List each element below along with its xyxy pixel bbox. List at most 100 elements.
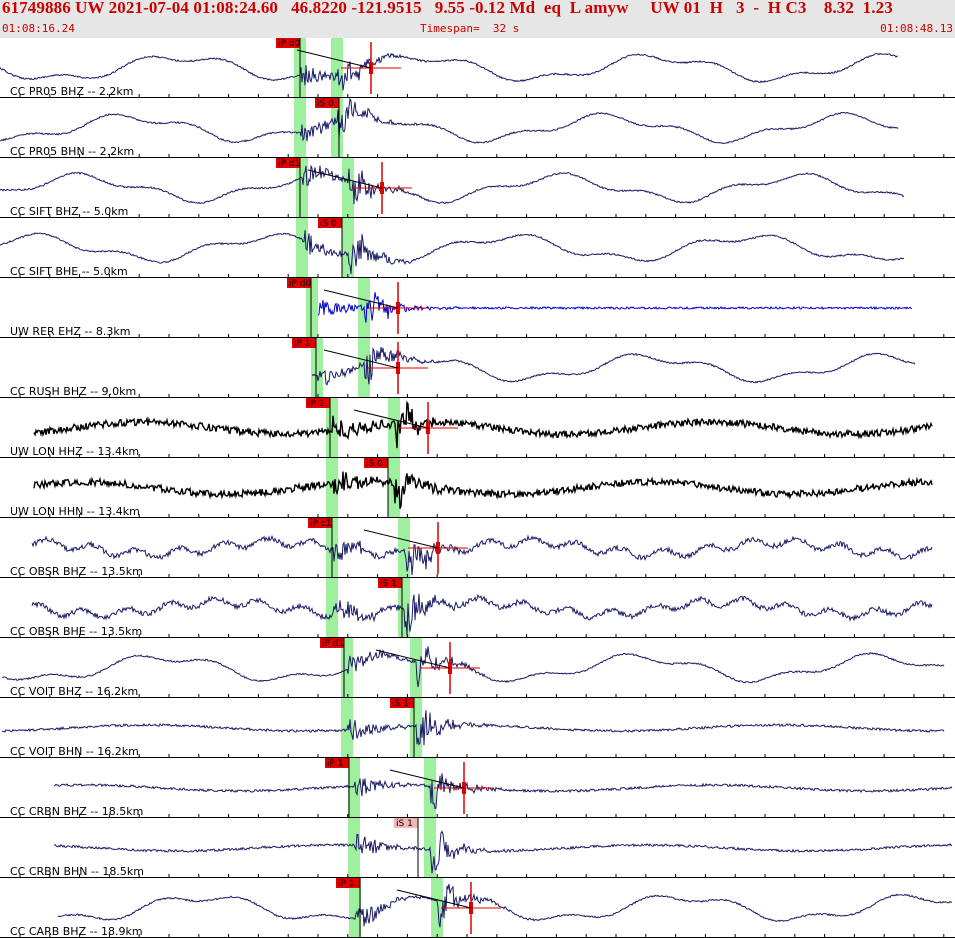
trace-row[interactable]: iS 1 CC OBSR BHE -- 13.5km [0, 578, 955, 638]
pick-flag-label: iS 0 [366, 459, 383, 469]
pick-flag[interactable] [306, 398, 330, 408]
waveform [0, 52, 898, 91]
waveform [1, 710, 945, 746]
waveform [317, 292, 912, 323]
pick-flag-label: iS 0 [320, 219, 337, 229]
pick-flag-label: iS 0 [317, 99, 334, 109]
pick-flag[interactable] [320, 638, 344, 648]
channel-label: UW LON HHZ -- 13.4km [10, 445, 139, 458]
trace-row[interactable]: iP 1 UW LON HHZ -- 13.4km [0, 398, 955, 458]
pick-flag-label: iP d0 [289, 279, 312, 289]
waveform [2, 646, 945, 688]
trace-row[interactable]: iS 0 CC PR05 BHN -- 2.2km [0, 97, 955, 158]
decay-curve [375, 649, 451, 669]
channel-label: CC OBSR BHE -- 13.5km [10, 625, 142, 638]
waveform [31, 534, 933, 576]
decay-curve [353, 409, 429, 429]
time-start-label: 01:08:16.24 [2, 22, 75, 35]
trace-row[interactable]: iS 0 UW LON HHN -- 13.4km [0, 458, 955, 518]
pick-flag-label: iP 1 [294, 339, 311, 349]
pick-flag-label: iP 1 [327, 759, 344, 769]
pick-flag[interactable] [276, 38, 300, 48]
trace-row[interactable]: iP 1 CC CRBN BHZ -- 18.5km [0, 758, 955, 818]
event-summary-title: 61749886 UW 2021-07-04 01:08:24.60 46.82… [2, 0, 893, 17]
trace-row[interactable]: iP d1 CC VOIT BHZ -- 16.2km [0, 638, 955, 698]
channel-label: UW RER EHZ -- 8.3km [10, 325, 130, 338]
channel-label: CC SIFT BHZ -- 5.0km [10, 205, 128, 218]
waveform [0, 97, 899, 145]
p-pick-window [326, 458, 338, 518]
s-pick-window [398, 518, 410, 578]
trace-row[interactable]: iP 1 CC RUSH BHZ -- 9.0km [0, 338, 955, 398]
pick-flag[interactable] [325, 758, 349, 768]
p-pick-window [311, 338, 323, 398]
decay-curve [396, 889, 472, 909]
pick-flag[interactable] [364, 458, 388, 468]
pick-flag[interactable] [378, 578, 402, 588]
waveform [53, 830, 953, 874]
trace-row[interactable]: iS 0 CC SIFT BHE -- 5.0km [0, 218, 955, 278]
trace-row[interactable]: iP d0 CC PR05 BHZ -- 2.2km [0, 38, 955, 98]
pick-flag[interactable] [308, 518, 332, 528]
decay-curve [307, 169, 383, 189]
channel-label: CC VOIT BHN -- 16.2km [10, 745, 139, 758]
s-pick-window [331, 98, 343, 158]
decay-curve [323, 289, 399, 309]
pick-flag[interactable] [276, 158, 300, 168]
pick-flag-label: iP 1 [308, 399, 325, 409]
waveform [0, 164, 905, 205]
trace-row[interactable]: iP 1 CC CARB BHZ -- 18.9km [0, 878, 955, 938]
trace-row[interactable]: iS 1 CC CRBN BHN -- 18.5km [0, 818, 955, 878]
waveform [311, 346, 916, 386]
channel-label: UW LON HHN -- 13.4km [10, 505, 140, 518]
time-end-label: 01:08:48.13 [880, 22, 953, 35]
waveform [57, 883, 953, 928]
trace-row[interactable]: iP c1 CC OBSR BHZ -- 13.5km [0, 518, 955, 578]
pick-flag-label: iP c1 [310, 519, 331, 529]
channel-label: CC CARB BHZ -- 18.9km [10, 925, 143, 938]
channel-label: CC CRBN BHN -- 18.5km [10, 865, 144, 878]
pick-flag[interactable] [315, 98, 339, 108]
pick-flag-label: iP d1 [278, 159, 300, 169]
channel-label: CC OBSR BHZ -- 13.5km [10, 565, 143, 578]
p-pick-window [306, 278, 318, 338]
p-pick-window [326, 578, 338, 638]
p-pick-window [348, 818, 360, 878]
waveform [31, 593, 933, 636]
header-bar: 61749886 UW 2021-07-04 01:08:24.60 46.82… [0, 0, 955, 38]
p-pick-window [349, 878, 361, 938]
waveform [33, 400, 933, 449]
pick-flag-label: iS 1 [392, 699, 409, 709]
waveform [33, 471, 933, 509]
pick-flag-label: iP 1 [338, 879, 355, 889]
decay-curve [363, 529, 439, 549]
decay-curve [323, 349, 399, 369]
pick-flag[interactable] [394, 818, 418, 828]
channel-label: CC RUSH BHZ -- 9.0km [10, 385, 136, 398]
channel-label: CC CRBN BHZ -- 18.5km [10, 805, 143, 818]
trace-row[interactable]: iP d1 CC SIFT BHZ -- 5.0km [0, 158, 955, 218]
pick-flag-label: iS 1 [380, 579, 397, 589]
s-pick-window [342, 158, 354, 218]
channel-label: CC VOIT BHZ -- 16.2km [10, 685, 138, 698]
trace-row[interactable]: iS 1 CC VOIT BHN -- 16.2km [0, 698, 955, 758]
channel-label: CC PR05 BHZ -- 2.2km [10, 85, 134, 98]
pick-flag[interactable] [318, 218, 342, 228]
timespan-label: Timespan= 32 s [420, 22, 520, 35]
p-pick-window [348, 758, 360, 818]
channel-label: CC SIFT BHE -- 5.0km [10, 265, 128, 278]
pick-flag[interactable] [292, 338, 316, 348]
pick-flag-label: iP d0 [278, 39, 301, 49]
decay-curve [296, 49, 372, 69]
decay-curve [389, 769, 465, 789]
s-pick-window [342, 218, 354, 278]
trace-row[interactable]: iP d0 UW RER EHZ -- 8.3km [0, 278, 955, 338]
pick-flag-label: iS 1 [396, 819, 413, 829]
seismogram-panel[interactable]: iP d0 CC PR05 BHZ -- 2.2km iS 0 CC PR05 BHN… [0, 38, 955, 938]
pick-flag[interactable] [336, 878, 360, 888]
p-pick-window [294, 98, 306, 158]
pick-flag-label: iP d1 [322, 639, 344, 649]
pick-flag[interactable] [390, 698, 414, 708]
pick-flag[interactable] [287, 278, 311, 288]
waveform [53, 773, 953, 810]
